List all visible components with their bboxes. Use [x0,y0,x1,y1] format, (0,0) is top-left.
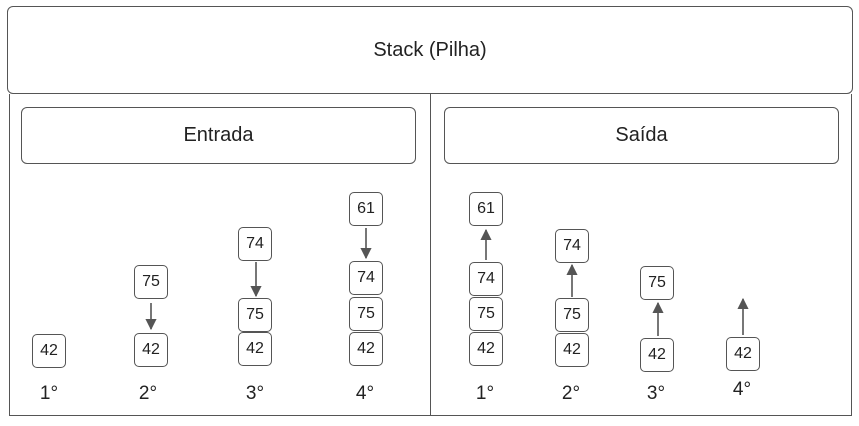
saida-header: Saída [444,107,839,164]
incoming-cell: 74 [238,227,272,261]
incoming-cell: 75 [134,265,168,299]
incoming-cell: 61 [349,192,383,226]
step-ordinal: 2° [561,383,581,404]
stack-cell: 74 [349,261,383,295]
stack-cell: 42 [469,332,503,366]
stack-cell: 74 [469,262,503,296]
entrada-header: Entrada [21,107,416,164]
step-ordinal: 3° [245,383,265,404]
stack-cell: 75 [469,297,503,331]
diagram-title: Stack (Pilha) [373,38,487,61]
stack-cell: 42 [349,332,383,366]
stack-cell: 42 [640,338,674,372]
stack-cell: 75 [349,297,383,331]
outgoing-cell: 42 [726,337,760,371]
step-ordinal: 2° [138,383,158,404]
outgoing-cell: 74 [555,229,589,263]
stack-cell: 42 [555,333,589,367]
stack-cell: 42 [134,333,168,367]
stack-cell: 75 [555,298,589,332]
entrada-label: Entrada [183,124,254,146]
step-ordinal: 4° [732,379,752,400]
step-ordinal: 3° [646,383,666,404]
diagram-title-box: Stack (Pilha) [7,6,853,94]
saida-label: Saída [615,124,668,146]
stack-cell: 75 [238,298,272,332]
outgoing-cell: 75 [640,266,674,300]
stack-cell: 42 [32,334,66,368]
step-ordinal: 1° [475,383,495,404]
stack-cell: 42 [238,332,272,366]
outgoing-cell: 61 [469,192,503,226]
step-ordinal: 4° [355,383,375,404]
step-ordinal: 1° [39,383,59,404]
